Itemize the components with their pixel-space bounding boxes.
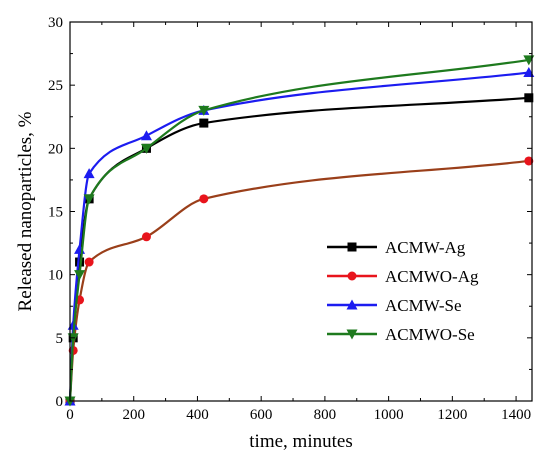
- legend-item-acmw-se: ACMW-Se: [327, 296, 462, 315]
- data-point-acmw-se: [140, 130, 152, 141]
- x-tick-label: 0: [66, 407, 74, 423]
- data-point-acmwo-se: [74, 270, 86, 281]
- series-acmwo-se: [64, 55, 535, 407]
- legend-marker-acmwo-se: [346, 329, 358, 340]
- legend-marker-acmwo-ag: [347, 271, 357, 281]
- data-point-acmwo-se: [198, 105, 210, 116]
- data-point-acmwo-se: [83, 194, 95, 205]
- x-tick-label: 800: [314, 407, 337, 423]
- data-point-acmwo-ag: [524, 156, 534, 166]
- x-axis-title: time, minutes: [249, 431, 352, 452]
- data-point-acmwo-ag: [84, 257, 94, 267]
- data-point-acmwo-ag: [141, 232, 151, 242]
- x-tick-label: 1000: [374, 407, 404, 423]
- axes: 0 200 400 600 800 1000 1200 1400 0 5 10 15 20 25 30: [48, 15, 533, 423]
- x-tick-label: 600: [250, 407, 273, 423]
- x-tick-label: 200: [122, 407, 145, 423]
- y-tick-label: 30: [48, 15, 63, 31]
- y-tick-label: 5: [56, 331, 64, 347]
- y-tick-label: 10: [48, 268, 63, 284]
- data-point-acmwo-ag: [199, 194, 209, 204]
- legend-label-acmw-ag: ACMW-Ag: [385, 238, 466, 257]
- series-acmw-se: [64, 67, 535, 406]
- legend-label-acmwo-se: ACMWO-Se: [385, 325, 475, 344]
- legend-marker-acmw-se: [346, 299, 358, 310]
- series-line-acmwo-se: [68, 58, 529, 402]
- y-axis-title: Released nanoparticles, %: [15, 111, 36, 311]
- y-tick-label: 15: [48, 205, 63, 221]
- legend-label-acmw-se: ACMW-Se: [385, 296, 462, 315]
- plot-area: [64, 55, 535, 407]
- x-tick-label: 400: [186, 407, 209, 423]
- legend-label-acmwo-ag: ACMWO-Ag: [385, 267, 479, 286]
- legend-item-acmwo-ag: ACMWO-Ag: [327, 267, 479, 286]
- x-tick-label: 1400: [501, 407, 531, 423]
- data-point-acmw-ag: [524, 93, 534, 103]
- legend: ACMW-Ag ACMWO-Ag ACMW-Se ACMWO-Se: [327, 238, 479, 344]
- y-tick-label: 0: [56, 394, 64, 410]
- legend-item-acmwo-se: ACMWO-Se: [327, 325, 475, 344]
- data-point-acmwo-se: [140, 143, 152, 154]
- data-point-acmw-se: [83, 168, 95, 179]
- legend-marker-acmw-ag: [347, 242, 357, 252]
- y-tick-label: 25: [48, 78, 63, 94]
- series-line-acmw-se: [68, 71, 529, 402]
- data-point-acmw-ag: [199, 118, 209, 128]
- legend-item-acmw-ag: ACMW-Ag: [327, 238, 466, 257]
- x-tick-label: 1200: [437, 407, 467, 423]
- data-point-acmw-ag: [75, 257, 85, 267]
- y-tick-label: 20: [48, 141, 63, 157]
